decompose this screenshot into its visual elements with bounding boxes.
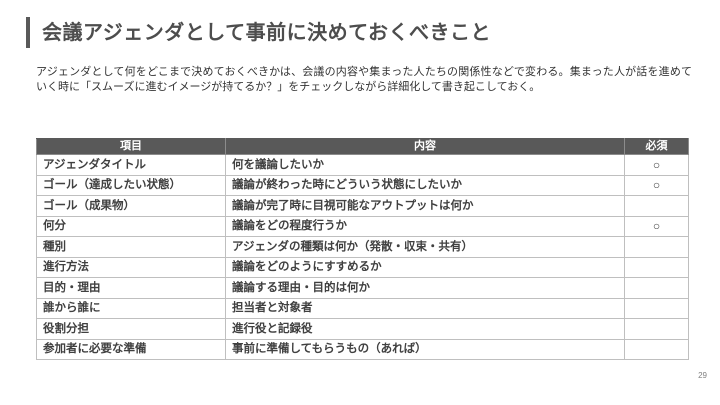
cell-content: 何を議論したいか bbox=[225, 154, 625, 176]
description-text: アジェンダとして何をどこまで決めておくべきかは、会議の内容や集まった人たちの関係… bbox=[36, 66, 692, 93]
table-row: アジェンダタイトル 何を議論したいか ○ bbox=[36, 154, 689, 176]
page-number: 29 bbox=[698, 371, 707, 380]
table-row: 目的・理由 議論する理由・目的は何か bbox=[36, 277, 689, 299]
cell-required: ○ bbox=[624, 215, 689, 237]
cell-content: 議論する理由・目的は何か bbox=[225, 277, 625, 299]
cell-content: 議論が完了時に目視可能なアウトプットは何か bbox=[225, 195, 625, 217]
page-title: 会議アジェンダとして事前に決めておくべきこと bbox=[42, 21, 491, 44]
cell-item: 誰から誰に bbox=[36, 297, 226, 319]
cell-item: 役割分担 bbox=[36, 318, 226, 340]
cell-content: 議論をどのようにすすめるか bbox=[225, 256, 625, 278]
title-block: 会議アジェンダとして事前に決めておくべきこと bbox=[26, 17, 491, 48]
cell-content: 議論が終わった時にどういう状態にしたいか bbox=[225, 174, 625, 196]
cell-item: ゴール（成果物） bbox=[36, 195, 226, 217]
cell-required bbox=[624, 236, 689, 258]
cell-required bbox=[624, 297, 689, 319]
cell-required bbox=[624, 195, 689, 217]
table-row: 役割分担 進行役と記録役 bbox=[36, 318, 689, 340]
column-header: 項目 bbox=[36, 138, 226, 155]
column-header: 必須 bbox=[624, 138, 689, 155]
cell-required bbox=[624, 338, 689, 360]
table-row: 誰から誰に 担当者と対象者 bbox=[36, 297, 689, 319]
cell-content: アジェンダの種類は何か（発散・収束・共有） bbox=[225, 236, 625, 258]
table-row: 何分 議論をどの程度行うか ○ bbox=[36, 215, 689, 237]
cell-item: 目的・理由 bbox=[36, 277, 226, 299]
table-body: アジェンダタイトル 何を議論したいか ○ ゴール（達成したい状態） 議論が終わった時にど… bbox=[36, 154, 689, 360]
table-head-row: 項目 内容 必須 bbox=[36, 138, 689, 155]
cell-item: ゴール（達成したい状態） bbox=[36, 174, 226, 196]
cell-item: 進行方法 bbox=[36, 256, 226, 278]
table-row: 参加者に必要な準備 事前に準備してもらうもの（あれば） bbox=[36, 338, 689, 360]
cell-required bbox=[624, 318, 689, 340]
cell-content: 事前に準備してもらうもの（あれば） bbox=[225, 338, 625, 360]
cell-required bbox=[624, 256, 689, 278]
title-accent-bar bbox=[26, 17, 30, 48]
cell-item: 種別 bbox=[36, 236, 226, 258]
cell-item: 参加者に必要な準備 bbox=[36, 338, 226, 360]
cell-content: 担当者と対象者 bbox=[225, 297, 625, 319]
cell-item: 何分 bbox=[36, 215, 226, 237]
cell-required: ○ bbox=[624, 154, 689, 176]
cell-content: 進行役と記録役 bbox=[225, 318, 625, 340]
cell-item: アジェンダタイトル bbox=[36, 154, 226, 176]
cell-required bbox=[624, 277, 689, 299]
cell-required: ○ bbox=[624, 174, 689, 196]
agenda-table: 項目 内容 必須 アジェンダタイトル 何を議論したいか ○ ゴール（達成したい状態） 議論が… bbox=[36, 138, 689, 360]
column-header: 内容 bbox=[225, 138, 625, 155]
table-row: 種別 アジェンダの種類は何か（発散・収束・共有） bbox=[36, 236, 689, 258]
table-row: ゴール（達成したい状態） 議論が終わった時にどういう状態にしたいか ○ bbox=[36, 174, 689, 196]
table-row: ゴール（成果物） 議論が完了時に目視可能なアウトプットは何か bbox=[36, 195, 689, 217]
table-row: 進行方法 議論をどのようにすすめるか bbox=[36, 256, 689, 278]
cell-content: 議論をどの程度行うか bbox=[225, 215, 625, 237]
